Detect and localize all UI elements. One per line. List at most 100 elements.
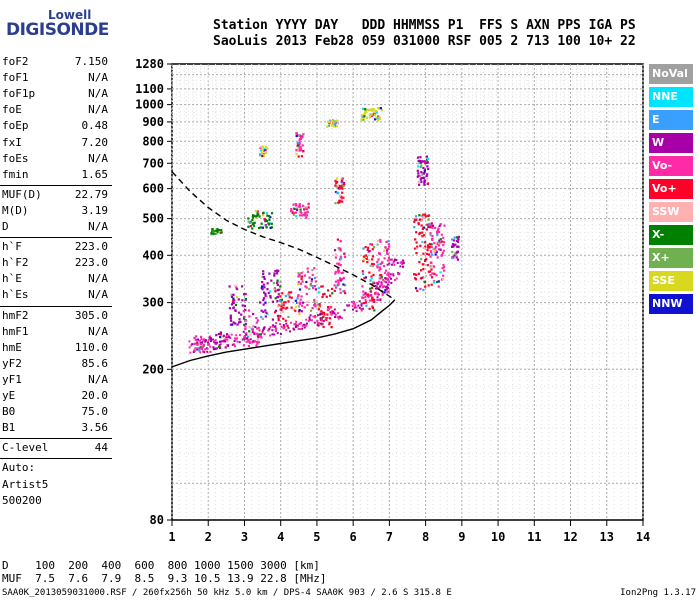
echo-point bbox=[215, 232, 218, 235]
echo-point bbox=[367, 109, 370, 112]
legend-item-noval: NoVal bbox=[649, 64, 693, 84]
echo-point bbox=[431, 237, 434, 240]
echo-point bbox=[431, 224, 435, 227]
echo-point bbox=[429, 265, 432, 268]
echo-point bbox=[341, 278, 344, 281]
echo-point bbox=[399, 265, 402, 268]
echo-point bbox=[367, 293, 370, 296]
dtable-line2: MUF 7.5 7.6 7.9 8.5 9.3 10.5 13.9 22.8 [… bbox=[2, 572, 327, 585]
echo-point bbox=[193, 336, 196, 340]
echo-point bbox=[429, 274, 432, 277]
echo-point bbox=[385, 281, 388, 284]
echo-point bbox=[269, 290, 272, 293]
echo-point bbox=[193, 349, 196, 352]
echo-point bbox=[282, 306, 285, 309]
echo-point bbox=[298, 309, 301, 312]
echo-point bbox=[285, 329, 288, 331]
echo-point bbox=[312, 315, 315, 318]
echo-point bbox=[231, 303, 234, 306]
echo-point bbox=[237, 311, 241, 314]
echo-point bbox=[387, 286, 390, 289]
echo-point bbox=[302, 150, 305, 153]
echo-point bbox=[392, 274, 395, 277]
echo-point bbox=[322, 325, 325, 328]
echo-point bbox=[290, 306, 293, 309]
echo-point bbox=[347, 304, 350, 307]
echo-point bbox=[434, 226, 437, 229]
y-tick-label: 700 bbox=[142, 156, 164, 170]
echo-point bbox=[371, 258, 374, 261]
param-row-d: D N/A bbox=[2, 220, 108, 236]
echo-point bbox=[230, 333, 233, 336]
echo-point bbox=[194, 342, 197, 345]
echo-point bbox=[209, 350, 212, 353]
echo-point bbox=[336, 262, 339, 265]
echo-point bbox=[279, 295, 282, 298]
echo-point bbox=[368, 116, 372, 119]
echo-point bbox=[296, 141, 299, 144]
echo-point bbox=[357, 304, 360, 307]
echo-point bbox=[298, 274, 301, 277]
echo-point bbox=[339, 256, 342, 259]
echo-point bbox=[243, 293, 246, 296]
echo-point bbox=[297, 275, 300, 278]
echo-point bbox=[327, 120, 330, 124]
echo-point bbox=[282, 317, 285, 320]
echo-point bbox=[313, 321, 316, 324]
echo-point bbox=[265, 219, 268, 222]
echo-point bbox=[242, 330, 245, 333]
echo-point bbox=[307, 206, 310, 209]
echo-point bbox=[414, 238, 417, 241]
echo-point bbox=[271, 300, 274, 303]
param-label: B1 bbox=[2, 421, 16, 435]
echo-point bbox=[418, 174, 421, 177]
echo-point bbox=[422, 213, 425, 216]
echo-point bbox=[196, 347, 199, 350]
echo-point bbox=[437, 244, 441, 247]
echo-point bbox=[371, 305, 374, 308]
echo-point bbox=[363, 293, 366, 296]
echo-point bbox=[247, 335, 250, 338]
echo-point bbox=[390, 282, 393, 284]
echo-point bbox=[328, 119, 331, 122]
echo-point bbox=[270, 226, 273, 229]
echo-point bbox=[314, 305, 317, 308]
x-tick-label: 9 bbox=[458, 530, 465, 544]
echo-point bbox=[234, 303, 237, 307]
echo-point bbox=[384, 277, 387, 280]
echo-point bbox=[270, 212, 274, 215]
echo-point bbox=[431, 276, 434, 279]
echo-point bbox=[319, 317, 322, 320]
echo-point bbox=[369, 287, 372, 290]
echo-point bbox=[333, 249, 337, 252]
echo-point bbox=[225, 333, 229, 336]
distance-muf-table: D 100 200 400 600 800 1000 1500 3000 [km… bbox=[2, 559, 327, 585]
echo-point bbox=[251, 331, 254, 334]
echo-point bbox=[325, 317, 328, 320]
echo-point bbox=[316, 322, 319, 325]
echo-point bbox=[442, 236, 445, 239]
echo-point bbox=[402, 265, 404, 268]
echo-point bbox=[326, 316, 329, 319]
echo-point bbox=[248, 330, 251, 333]
echo-point bbox=[303, 306, 306, 309]
echo-point bbox=[279, 280, 282, 284]
echo-point bbox=[340, 279, 343, 282]
echo-point bbox=[314, 316, 317, 319]
echo-point bbox=[298, 302, 302, 305]
echo-point bbox=[262, 328, 265, 330]
echo-point bbox=[334, 121, 338, 124]
echo-point bbox=[388, 245, 391, 248]
echo-point bbox=[207, 338, 210, 341]
echo-point bbox=[353, 306, 356, 309]
echo-point bbox=[423, 168, 426, 171]
param-row-foe: foE N/A bbox=[2, 103, 108, 119]
footer-info: SAA0K_2013059031000.RSF / 260fx256h 50 k… bbox=[2, 588, 452, 598]
echo-point bbox=[384, 269, 388, 272]
echo-point bbox=[319, 318, 322, 321]
echo-point bbox=[335, 185, 338, 188]
echo-point bbox=[268, 222, 272, 225]
echo-point bbox=[208, 337, 211, 340]
echo-point bbox=[305, 324, 308, 327]
legend-item-sse: SSE bbox=[649, 271, 693, 291]
